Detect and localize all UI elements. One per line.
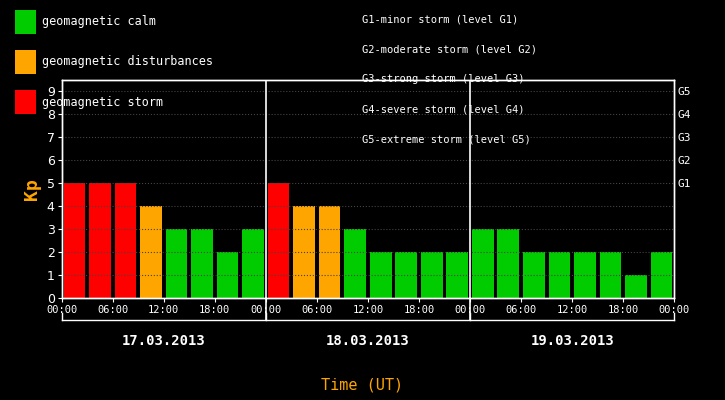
Text: geomagnetic calm: geomagnetic calm	[42, 16, 156, 28]
Bar	[217, 252, 239, 298]
Bar	[89, 183, 111, 298]
Text: geomagnetic storm: geomagnetic storm	[42, 96, 163, 108]
Bar	[447, 252, 468, 298]
Bar	[650, 252, 672, 298]
Bar	[574, 252, 596, 298]
Bar	[472, 229, 494, 298]
Bar	[625, 275, 647, 298]
Bar	[242, 229, 264, 298]
Bar	[140, 206, 162, 298]
Text: 17.03.2013: 17.03.2013	[122, 334, 206, 348]
Bar	[344, 229, 366, 298]
Text: geomagnetic disturbances: geomagnetic disturbances	[42, 56, 213, 68]
Bar	[549, 252, 571, 298]
Bar	[191, 229, 213, 298]
Bar	[165, 229, 187, 298]
Y-axis label: Kp: Kp	[23, 178, 41, 200]
Text: 18.03.2013: 18.03.2013	[326, 334, 410, 348]
Bar	[370, 252, 392, 298]
Bar	[64, 183, 86, 298]
Bar	[497, 229, 519, 298]
Text: G4-severe storm (level G4): G4-severe storm (level G4)	[362, 104, 525, 114]
Text: G3-strong storm (level G3): G3-strong storm (level G3)	[362, 74, 525, 84]
Bar	[319, 206, 341, 298]
Text: G5-extreme storm (level G5): G5-extreme storm (level G5)	[362, 134, 531, 144]
Text: G2-moderate storm (level G2): G2-moderate storm (level G2)	[362, 44, 537, 54]
Text: 19.03.2013: 19.03.2013	[530, 334, 614, 348]
Bar	[523, 252, 544, 298]
Bar	[600, 252, 621, 298]
Bar	[115, 183, 136, 298]
Bar	[294, 206, 315, 298]
Text: G1-minor storm (level G1): G1-minor storm (level G1)	[362, 14, 519, 24]
Bar	[268, 183, 289, 298]
Bar	[421, 252, 442, 298]
Bar	[395, 252, 417, 298]
Text: Time (UT): Time (UT)	[321, 378, 404, 393]
